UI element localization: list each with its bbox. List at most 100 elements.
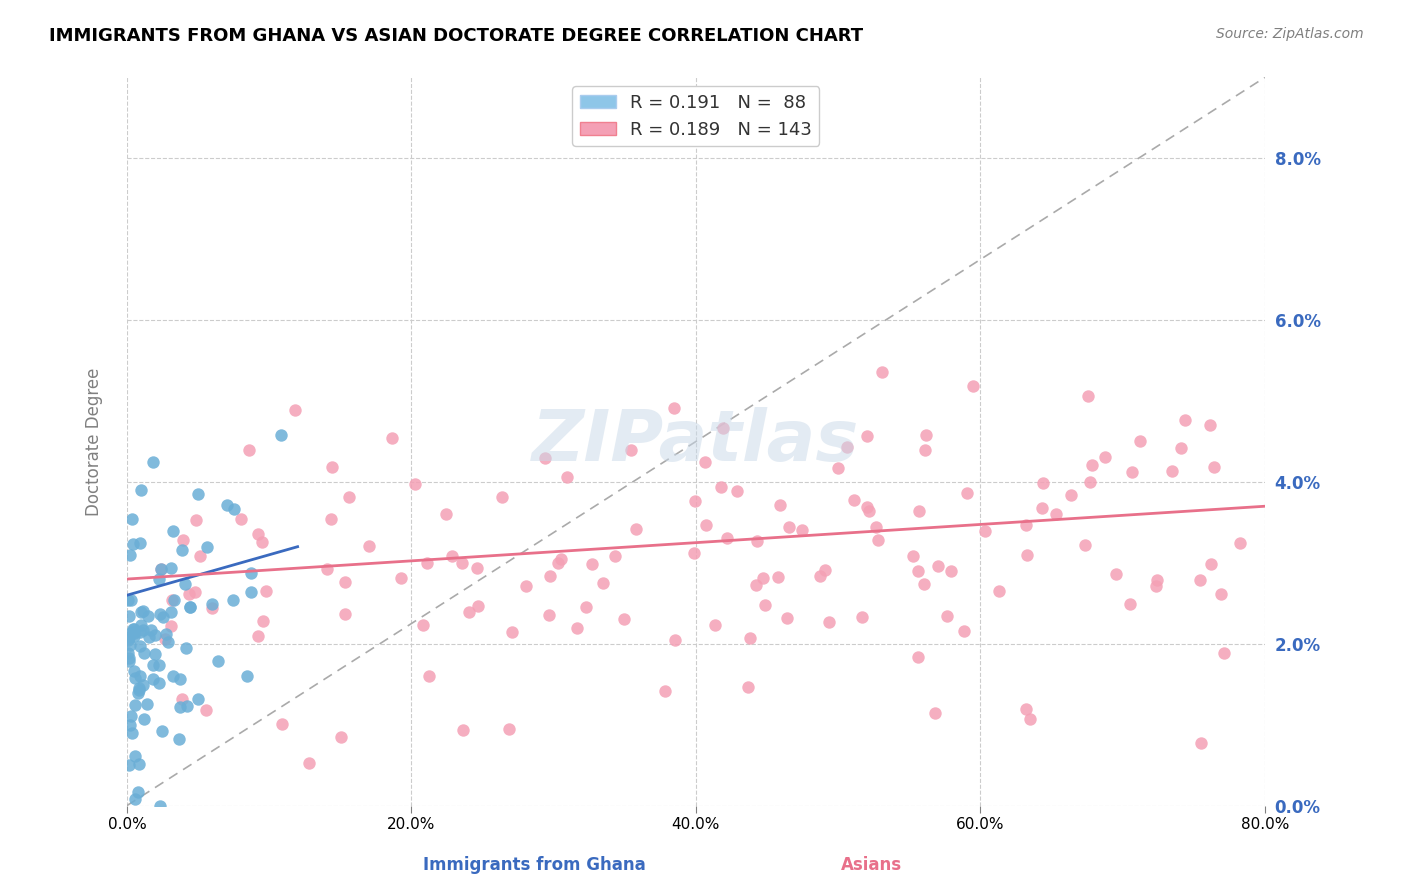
Point <box>215 498 238 512</box>
Point <box>148 658 170 673</box>
Point <box>924 706 946 720</box>
Point <box>271 717 294 731</box>
Point <box>117 646 139 660</box>
Point <box>222 502 245 516</box>
Point <box>148 676 170 690</box>
Point <box>581 558 603 572</box>
Point <box>662 401 685 415</box>
Point <box>808 569 831 583</box>
Point <box>451 556 474 570</box>
Point <box>156 635 179 649</box>
Y-axis label: Doctorate Degree: Doctorate Degree <box>86 368 103 516</box>
Point <box>149 607 172 622</box>
Point <box>143 628 166 642</box>
Point <box>179 600 201 615</box>
Point <box>122 622 145 636</box>
Point <box>776 611 799 625</box>
Point <box>745 534 768 549</box>
Point <box>169 672 191 686</box>
Text: IMMIGRANTS FROM GHANA VS ASIAN DOCTORATE DEGREE CORRELATION CHART: IMMIGRANTS FROM GHANA VS ASIAN DOCTORATE… <box>49 27 863 45</box>
Point <box>1081 458 1104 472</box>
Point <box>173 576 195 591</box>
Point <box>172 533 194 548</box>
Point <box>901 549 924 563</box>
Point <box>240 584 263 599</box>
Point <box>939 564 962 578</box>
Point <box>121 625 143 640</box>
Point <box>120 708 142 723</box>
Point <box>927 559 949 574</box>
Point <box>162 669 184 683</box>
Point <box>142 455 165 469</box>
Point <box>128 668 150 682</box>
Point <box>159 605 181 619</box>
Point <box>315 561 337 575</box>
Point <box>169 731 191 746</box>
Point <box>870 365 893 379</box>
Point <box>434 508 457 522</box>
Point <box>1060 488 1083 502</box>
Point <box>619 443 641 458</box>
Point <box>247 526 270 541</box>
Point <box>389 571 412 585</box>
Text: Asians: Asians <box>841 856 903 874</box>
Point <box>664 633 686 648</box>
Point <box>121 512 143 526</box>
Point <box>962 379 984 393</box>
Point <box>183 585 205 599</box>
Point <box>935 609 957 624</box>
Point <box>240 566 263 580</box>
Point <box>912 577 935 591</box>
Point <box>128 681 150 695</box>
Text: Immigrants from Ghana: Immigrants from Ghana <box>423 856 645 874</box>
Point <box>149 562 172 576</box>
Point <box>231 511 253 525</box>
Point <box>124 749 146 764</box>
Point <box>201 597 224 611</box>
Point <box>121 726 143 740</box>
Point <box>404 477 426 491</box>
Point <box>128 682 150 697</box>
Point <box>152 610 174 624</box>
Point <box>141 623 163 637</box>
Point <box>155 632 177 646</box>
Point <box>129 483 152 498</box>
Point <box>118 630 141 644</box>
Point <box>1144 579 1167 593</box>
Point <box>250 535 273 549</box>
Point <box>381 432 404 446</box>
Point <box>1209 587 1232 601</box>
Point <box>515 578 537 592</box>
Point <box>711 420 734 434</box>
Point <box>177 587 200 601</box>
Point <box>1045 508 1067 522</box>
Point <box>132 646 155 660</box>
Point <box>458 606 481 620</box>
Point <box>613 611 636 625</box>
Point <box>118 638 141 652</box>
Point <box>1199 557 1222 571</box>
Point <box>174 640 197 655</box>
Point <box>538 569 561 583</box>
Point <box>914 443 936 458</box>
Point <box>148 572 170 586</box>
Point <box>538 608 561 623</box>
Point <box>835 440 858 454</box>
Point <box>117 758 139 772</box>
Point <box>865 520 887 534</box>
Point <box>1078 475 1101 489</box>
Point <box>124 671 146 685</box>
Point <box>737 680 759 694</box>
Point <box>1077 389 1099 403</box>
Point <box>169 699 191 714</box>
Point <box>418 668 440 682</box>
Point <box>1128 434 1150 449</box>
Point <box>547 556 569 570</box>
Point <box>359 539 381 553</box>
Point <box>1015 518 1038 533</box>
Point <box>415 556 437 570</box>
Point <box>754 598 776 612</box>
Point <box>117 633 139 648</box>
Point <box>155 627 177 641</box>
Point <box>283 403 305 417</box>
